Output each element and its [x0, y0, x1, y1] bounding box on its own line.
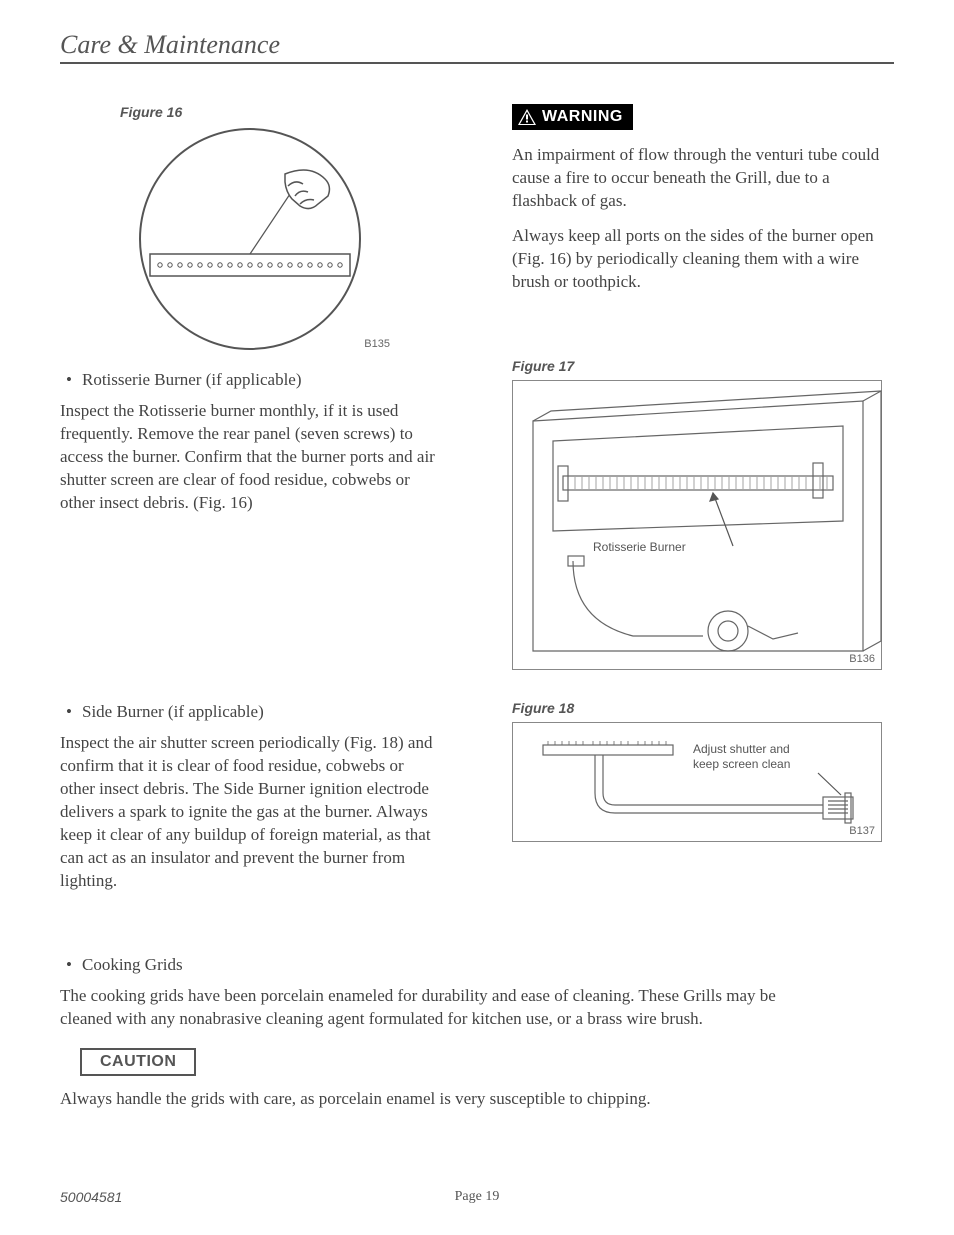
caution-para: Always handle the grids with care, as po…: [60, 1088, 894, 1111]
figure16-caption: Figure 16: [120, 104, 482, 120]
page-footer: 50004581 Page 19: [60, 1189, 894, 1205]
figure16-code: B135: [364, 338, 390, 350]
cooking-bullet: Cooking Grids: [60, 955, 894, 975]
figure18-caption: Figure 18: [512, 700, 894, 716]
warning-icon: [518, 109, 536, 125]
figure16-block: Figure 16: [60, 104, 482, 354]
rotisserie-text-block: Rotisserie Burner (if applicable) Inspec…: [60, 358, 442, 670]
sideburner-para: Inspect the air shutter screen periodica…: [60, 732, 442, 893]
cooking-block: Cooking Grids The cooking grids have bee…: [60, 955, 894, 1112]
page-title: Care & Maintenance: [60, 30, 894, 64]
sideburner-bullet: Side Burner (if applicable): [60, 702, 442, 722]
rotisserie-bullet: Rotisserie Burner (if applicable): [60, 370, 442, 390]
warning-para2: Always keep all ports on the sides of th…: [512, 225, 894, 294]
page-number: Page 19: [455, 1189, 500, 1205]
rotisserie-para: Inspect the Rotisserie burner monthly, i…: [60, 400, 442, 515]
warning-badge: WARNING: [512, 104, 633, 130]
figure17-diagram: Rotisserie Burner B136: [512, 380, 882, 670]
row-figure16-warning: Figure 16: [60, 104, 894, 354]
figure18-label-l1: Adjust shutter and: [693, 742, 790, 756]
row-sideburner: Side Burner (if applicable) Inspect the …: [60, 690, 894, 905]
figure17-caption: Figure 17: [512, 358, 894, 374]
warning-para1: An impairment of flow through the ventur…: [512, 144, 894, 213]
sideburner-text-block: Side Burner (if applicable) Inspect the …: [60, 690, 442, 905]
doc-number: 50004581: [60, 1189, 122, 1205]
page-title-text: Care & Maintenance: [60, 30, 280, 59]
caution-label: CAUTION: [100, 1053, 176, 1070]
figure17-block: Figure 17: [472, 358, 894, 670]
warning-block: WARNING An impairment of flow through th…: [512, 104, 894, 354]
row-rotisserie: Rotisserie Burner (if applicable) Inspec…: [60, 358, 894, 670]
figure16-diagram: B135: [100, 124, 400, 354]
figure17-code: B136: [849, 653, 875, 665]
figure18-label-l2: keep screen clean: [693, 757, 790, 771]
figure18-code: B137: [849, 825, 875, 837]
figure18-block: Figure 18: [472, 690, 894, 905]
cooking-para: The cooking grids have been porcelain en…: [60, 985, 820, 1031]
figure18-diagram: Adjust shutter and keep screen clean B13…: [512, 722, 882, 842]
warning-label: WARNING: [542, 108, 623, 126]
caution-badge: CAUTION: [80, 1048, 196, 1076]
figure17-label: Rotisserie Burner: [593, 540, 686, 554]
